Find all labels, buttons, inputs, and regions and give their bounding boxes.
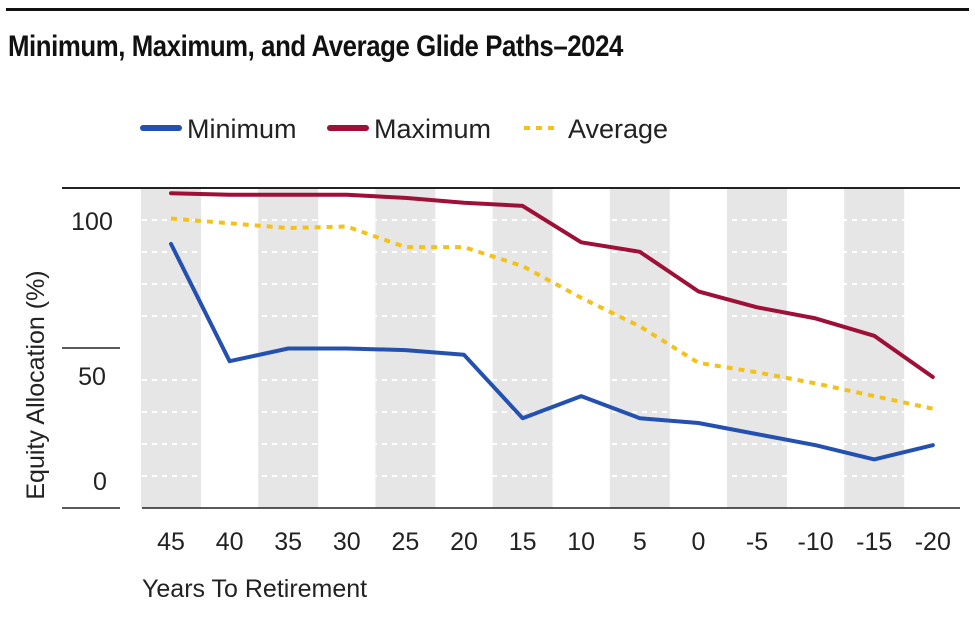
x-tick-20: -20 <box>915 528 951 556</box>
legend-label-average: Average <box>568 114 668 144</box>
y-tick-0: 0 <box>93 468 107 496</box>
x-tick-15: 15 <box>509 528 537 556</box>
legend: Minimum Maximum Average <box>140 114 668 144</box>
x-tick-5: -5 <box>746 528 768 556</box>
gridlines <box>62 187 960 509</box>
series-line-minimum <box>169 241 935 462</box>
column-band-15 <box>492 188 553 508</box>
y-axis-ticks: 100 50 0 <box>71 208 113 496</box>
x-tick-5: 5 <box>633 528 647 556</box>
column-band-5 <box>609 188 670 508</box>
x-tick-30: 30 <box>333 528 361 556</box>
y-axis-title: Equity Allocation (%) <box>22 270 50 499</box>
column-band-45 <box>141 188 201 508</box>
x-tick-10: 10 <box>567 528 595 556</box>
legend-label-maximum: Maximum <box>374 114 491 144</box>
y-tick-100: 100 <box>71 208 113 236</box>
series-lines <box>169 191 935 462</box>
y-tick-50: 50 <box>78 363 106 391</box>
x-tick-10: -10 <box>798 528 834 556</box>
x-axis-ticks: 45 40 35 30 25 20 15 10 5 0 -5 -10 -15 -20 <box>157 528 951 556</box>
x-axis-title: Years To Retirement <box>142 575 367 603</box>
x-tick-15: -15 <box>856 528 892 556</box>
x-tick-20: 20 <box>450 528 478 556</box>
chart-title: Minimum, Maximum, and Average Glide Path… <box>8 30 623 63</box>
top-rule <box>6 8 969 11</box>
column-bands <box>141 188 905 508</box>
legend-label-minimum: Minimum <box>187 114 297 144</box>
x-tick-40: 40 <box>216 528 244 556</box>
x-tick-25: 25 <box>391 528 419 556</box>
x-tick-0: 0 <box>691 528 705 556</box>
x-tick-35: 35 <box>274 528 302 556</box>
series-line-maximum <box>169 191 935 379</box>
x-tick-45: 45 <box>157 528 185 556</box>
column-band-5 <box>727 188 787 508</box>
